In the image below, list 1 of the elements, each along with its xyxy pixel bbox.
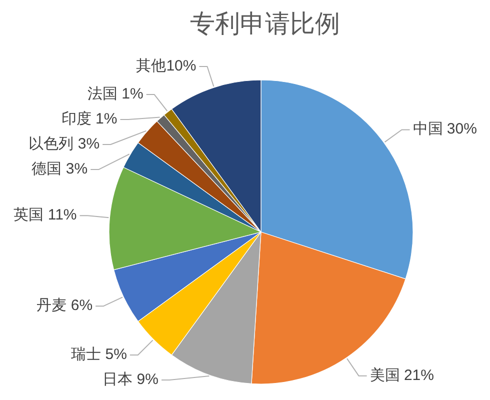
title: 专利申请比例 [190,10,340,38]
